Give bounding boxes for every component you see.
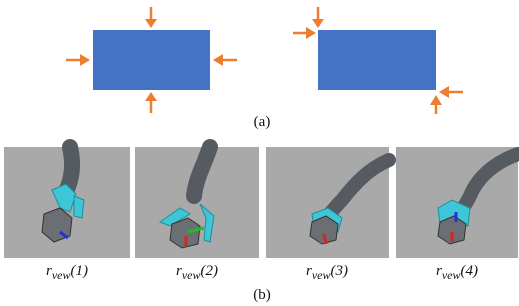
caption-arg: (1) [71, 263, 89, 279]
part-label: (a) [254, 114, 271, 130]
figure: (a) rvew(1)rvew(2)rvew(3)rvew(4) (b) [0, 0, 519, 306]
panel [266, 147, 389, 258]
panel [135, 147, 259, 258]
caption-sub: vew [182, 268, 201, 282]
caption-arg: (4) [461, 263, 479, 279]
caption-sub: vew [312, 268, 331, 282]
block [318, 30, 436, 90]
panel [4, 147, 130, 258]
block [93, 30, 210, 90]
panel [396, 147, 518, 258]
caption-sub: vew [52, 268, 71, 282]
part-label: (b) [253, 287, 271, 303]
caption-arg: (3) [331, 263, 349, 279]
caption-sub: vew [442, 268, 461, 282]
caption-arg: (2) [201, 263, 219, 279]
